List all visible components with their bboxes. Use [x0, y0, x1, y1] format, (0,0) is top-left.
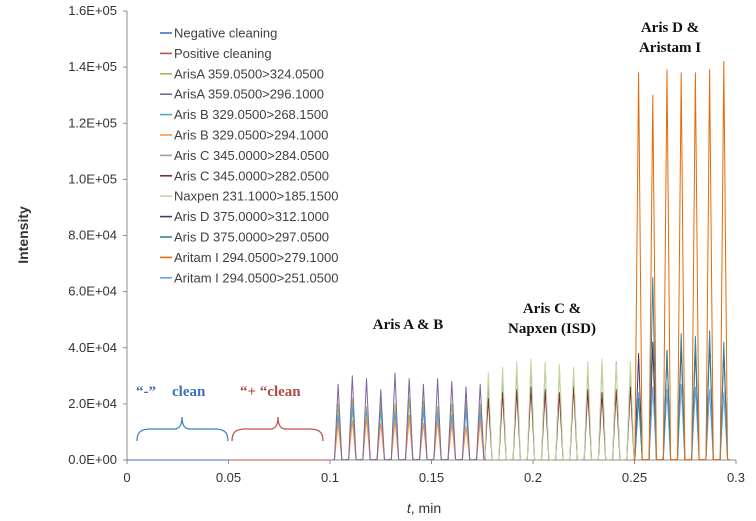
y-tick-label: 1.6E+05: [68, 3, 117, 18]
negative-clean-sign: “-”: [136, 384, 156, 400]
x-axis-title-unit: , min: [411, 500, 441, 516]
legend-entry: Negative cleaning: [174, 26, 277, 41]
x-tick-label: 0.2: [524, 470, 542, 485]
x-tick-label: 0.3: [727, 470, 745, 485]
x-tick-label: 0.1: [321, 470, 339, 485]
positive-clean-label: “+ “clean: [240, 384, 301, 400]
y-axis-title: Intensity: [15, 206, 31, 264]
x-axis-title-var: t: [407, 500, 412, 516]
plot-area: [127, 61, 730, 461]
legend-entry: Aris D 375.0000>312.1000: [174, 209, 329, 224]
legend-entry: Aris B 329.0500>268.1500: [174, 107, 328, 122]
legend-entry: Naxpen 231.1000>185.1500: [174, 189, 338, 204]
legend-entry: Aris D 375.0000>297.0500: [174, 230, 329, 245]
y-tick-label: 4.0E+04: [68, 340, 117, 355]
series-line: [632, 277, 730, 461]
positive-clean-brace: [231, 416, 324, 442]
legend-entry: ArisA 359.0500>296.1000: [174, 87, 324, 102]
y-tick-label: 1.0E+05: [68, 171, 117, 186]
y-tick-label: 1.2E+05: [68, 115, 117, 130]
x-axis-title: t, min: [407, 500, 441, 516]
negative-clean-word: clean: [172, 384, 206, 400]
annotation-aris-c-line1: Aris C &: [523, 301, 581, 317]
legend-entry: Aris C 345.0000>282.0500: [174, 168, 329, 183]
y-tick-label: 0.0E+00: [68, 452, 117, 467]
series-line: [632, 383, 730, 461]
negative-clean-brace: [136, 416, 229, 442]
axes: 0.0E+00 2.0E+04 4.0E+04 6.0E+04 8.0E+04 1.0E+…: [68, 3, 745, 485]
y-tick-label: 8.0E+04: [68, 228, 117, 243]
annotation-aris-d-line2: Aristam I: [639, 40, 701, 56]
legend-entry: Aris C 345.0000>284.0500: [174, 148, 329, 163]
x-tick-label: 0.25: [622, 470, 647, 485]
legend-entry: Aritam I 294.0500>279.1000: [174, 250, 338, 265]
series-line: [482, 358, 637, 461]
y-tick-label: 6.0E+04: [68, 284, 117, 299]
x-tick-label: 0.15: [419, 470, 444, 485]
annotation-aris-a-b: Aris A & B: [373, 317, 443, 333]
x-tick-label: 0.05: [216, 470, 241, 485]
y-tick-label: 1.4E+05: [68, 59, 117, 74]
series-line: [632, 61, 730, 461]
legend-entry: Aris B 329.0500>294.1000: [174, 128, 328, 143]
legend: Negative cleaning Positive cleaning ArisA …: [160, 26, 338, 285]
y-tick-label: 2.0E+04: [68, 396, 117, 411]
legend-entry: Positive cleaning: [174, 46, 272, 61]
legend-entry: Aritam I 294.0500>251.0500: [174, 270, 338, 285]
series-line: [332, 372, 487, 461]
x-tick-label: 0: [123, 470, 130, 485]
annotation-aris-c-line2: Napxen (ISD): [508, 321, 596, 337]
annotation-aris-d-line1: Aris D &: [641, 20, 699, 36]
legend-entry: ArisA 359.0500>324.0500: [174, 66, 324, 81]
